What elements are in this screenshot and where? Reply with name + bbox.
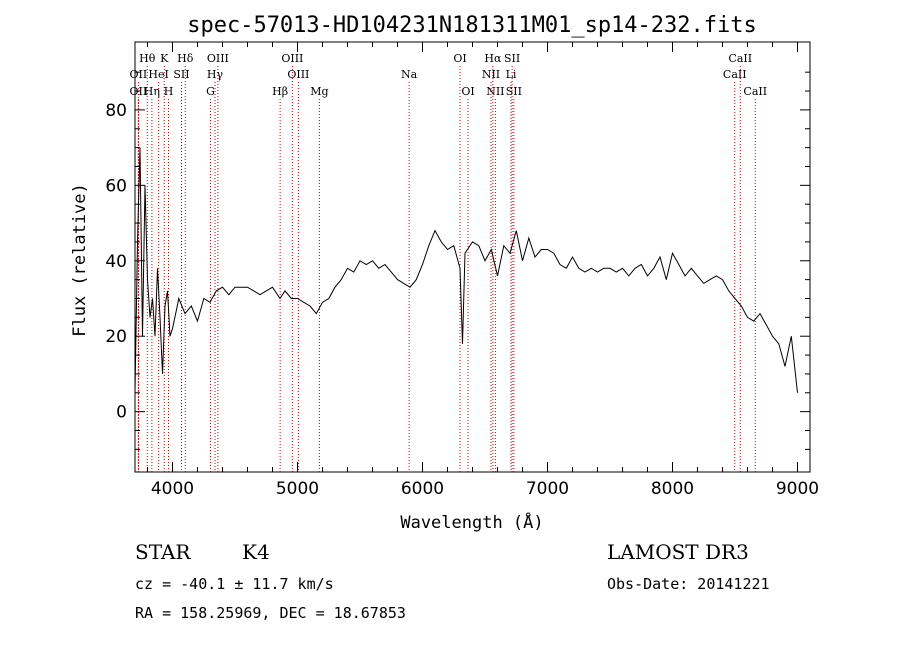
x-tick-label: 8000 [651, 479, 694, 499]
spectral-line-label: K [160, 52, 169, 65]
spectral-line-label: OIII [287, 68, 309, 81]
x-tick-label: 7000 [526, 479, 569, 499]
spectral-line-label: H [164, 85, 174, 98]
y-tick-label: 0 [116, 403, 127, 423]
chart-title: spec-57013-HD104231N181311M01_sp14-232.f… [187, 13, 757, 38]
x-tick-label: 5000 [276, 479, 319, 499]
x-tick-label: 4000 [151, 479, 194, 499]
spectral-line-label: Hθ [139, 52, 156, 65]
spectral-line-label: SII [506, 85, 522, 98]
spectral-line-label: NII [486, 85, 504, 98]
spectral-line-label: Na [401, 68, 418, 81]
spectral-line-label: Hη [144, 85, 160, 98]
spectral-line-label: OI [461, 85, 474, 98]
x-tick-label: 6000 [401, 479, 444, 499]
spectral-line-label: OI [453, 52, 466, 65]
x-axis-label: Wavelength (Å) [400, 511, 543, 533]
spectral-line-label: G [206, 85, 215, 98]
spectral-line-label: Hδ [177, 52, 194, 65]
spectral-line-label: OIII [281, 52, 303, 65]
spectral-line-label: Mg [310, 85, 328, 98]
spectral-line-label: Li [506, 68, 517, 81]
spectral-line-label: CaII [723, 68, 747, 81]
y-tick-label: 60 [105, 176, 127, 196]
survey-name: LAMOST DR3 [607, 540, 749, 564]
axis-ticks-layer: 4000 5000 6000 7000 8000 9000 0 20 40 60 80 [105, 42, 819, 499]
spectral-line-label: OII [130, 68, 148, 81]
spectral-line-label: NII [482, 68, 500, 81]
plot-area-frame [134, 41, 811, 473]
flux-series-line [134, 147, 798, 393]
spectral-line-label: SII [173, 68, 189, 81]
coordinates: RA = 158.25969, DEC = 18.67853 [135, 604, 406, 622]
object-class: STAR [135, 540, 191, 564]
redshift-value: cz = -40.1 ± 11.7 km/s [135, 575, 334, 593]
object-subclass: K4 [242, 540, 270, 564]
spectral-line-label: Hα [484, 52, 502, 65]
x-tick-label: 9000 [776, 479, 819, 499]
spectral-line-label: HeI [148, 68, 168, 81]
spectral-line-label: CaII [728, 52, 752, 65]
y-axis-label: Flux (relative) [70, 183, 90, 337]
y-tick-label: 80 [105, 101, 127, 121]
spectral-line-label: Hγ [207, 68, 224, 81]
observation-date: Obs-Date: 20141221 [607, 575, 770, 593]
spectral-line-label: CaII [743, 85, 767, 98]
y-tick-label: 40 [105, 252, 127, 272]
y-tick-label: 20 [105, 327, 127, 347]
spectral-line-label: OIII [207, 52, 229, 65]
spectral-line-label: SII [504, 52, 520, 65]
spectral-line-label: Hβ [272, 85, 288, 98]
